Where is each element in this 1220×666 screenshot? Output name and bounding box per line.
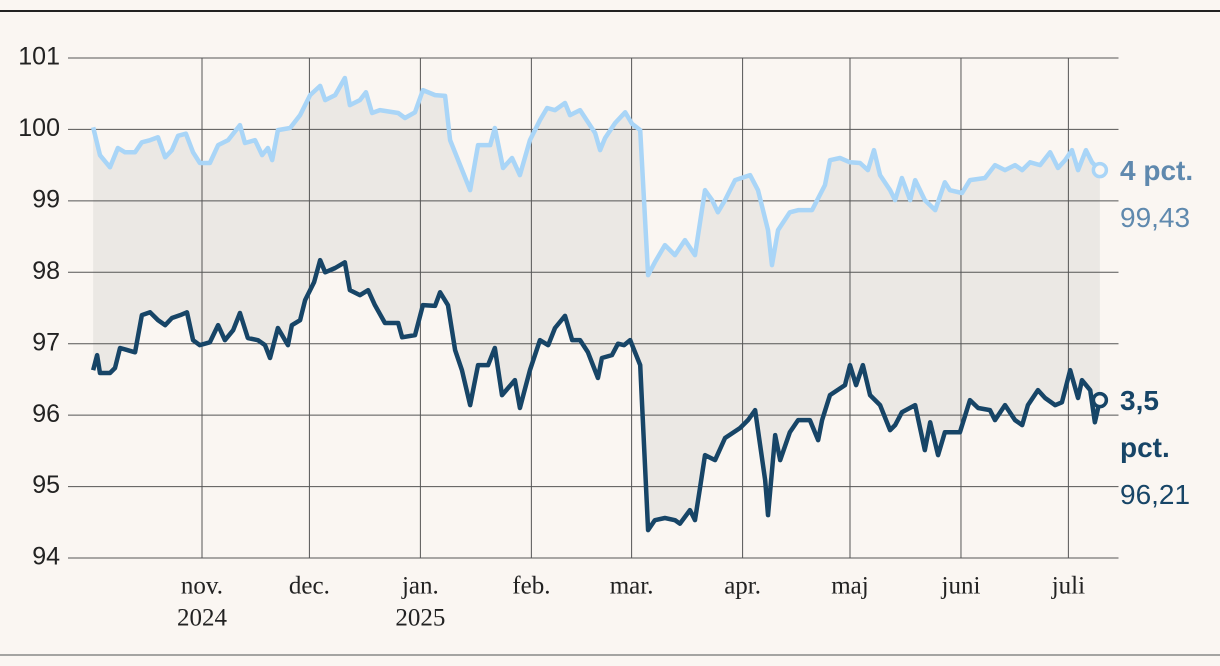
x-year-label: 2025 bbox=[395, 605, 445, 632]
y-tick-label: 101 bbox=[18, 43, 60, 71]
series-line bbox=[90, 257, 1103, 533]
band-fill bbox=[93, 78, 1100, 531]
x-tick-label: dec. bbox=[289, 573, 330, 600]
end-label: 3,5 pct. 96,21 bbox=[1120, 377, 1212, 518]
x-tick-label: apr. bbox=[724, 573, 761, 600]
x-tick-label: maj bbox=[831, 573, 869, 600]
y-tick-label: 100 bbox=[18, 114, 60, 142]
y-tick-label: 94 bbox=[32, 543, 60, 571]
x-tick-label: feb. bbox=[512, 573, 550, 600]
end-marker bbox=[1091, 161, 1109, 179]
x-tick-label: mar. bbox=[610, 573, 654, 600]
series-line bbox=[90, 75, 1102, 278]
x-tick-label: juli bbox=[1051, 573, 1085, 600]
y-tick-label: 97 bbox=[32, 328, 60, 356]
end-value: 99,43 bbox=[1120, 202, 1191, 234]
y-tick-label: 99 bbox=[32, 185, 60, 213]
y-tick-label: 96 bbox=[32, 400, 60, 428]
series-name: 4 pct. bbox=[1120, 155, 1194, 187]
x-tick-label: jan. bbox=[401, 573, 439, 600]
y-tick-label: 95 bbox=[32, 471, 60, 499]
series-name: 3,5 pct. bbox=[1120, 385, 1170, 464]
y-tick-label: 98 bbox=[32, 257, 60, 285]
x-tick-label: juni bbox=[941, 573, 981, 600]
end-marker bbox=[1091, 391, 1109, 409]
end-label: 4 pct. 99,43 bbox=[1120, 147, 1212, 241]
end-value: 96,21 bbox=[1120, 479, 1191, 511]
x-year-label: 2024 bbox=[177, 605, 228, 632]
x-tick-label: nov. bbox=[181, 573, 223, 600]
